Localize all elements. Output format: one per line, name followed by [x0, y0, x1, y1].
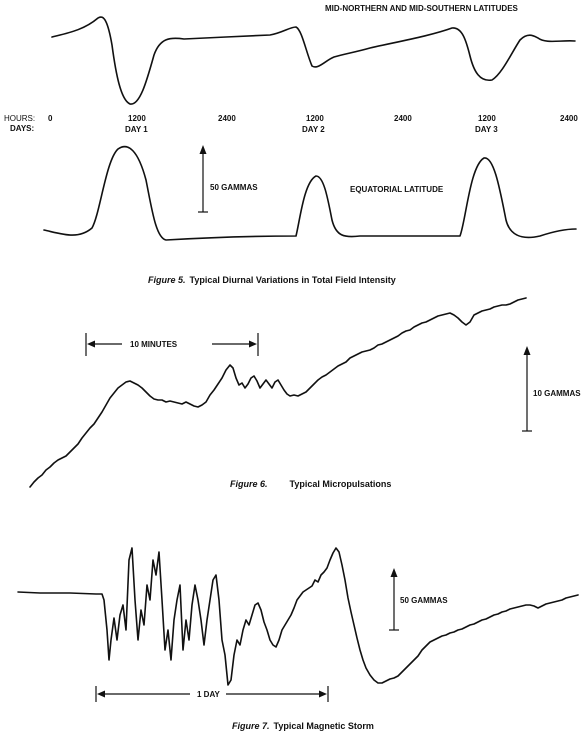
days-axis-label: DAYS: — [10, 124, 34, 133]
top-curve-label: MID-NORTHERN AND MID-SOUTHERN LATITUDES — [325, 4, 519, 13]
scale-label-fig5: 50 GAMMAS — [210, 183, 258, 192]
figure-5-title: Typical Diurnal Variations in Total Fiel… — [190, 275, 396, 285]
figure-5: MID-NORTHERN AND MID-SOUTHERN LATITUDES … — [4, 4, 578, 285]
equatorial-trace — [43, 145, 577, 241]
figure-7-number: Figure 7. — [232, 721, 270, 731]
micropulsation-trace — [29, 297, 527, 488]
hour-tick-2400-day1: 2400 — [218, 114, 236, 123]
scale-bar-10-gammas — [522, 346, 532, 432]
hour-tick-1200-day1: 1200 — [128, 114, 146, 123]
figure-6-title: Typical Micropulsations — [290, 479, 392, 489]
figure-5-caption: Figure 5. Typical Diurnal Variations in T… — [148, 275, 396, 285]
hour-tick-2400-day2: 2400 — [394, 114, 412, 123]
interval-label-fig6: 10 MINUTES — [130, 340, 178, 349]
scale-label-fig7: 50 GAMMAS — [400, 596, 448, 605]
figure-7-caption: Figure 7. Typical Magnetic Storm — [232, 721, 374, 731]
scale-bar-50-gammas-fig5 — [198, 145, 208, 213]
figure-5-number: Figure 5. — [148, 275, 186, 285]
hours-axis-label: HOURS: — [4, 114, 35, 123]
day-tick-2: DAY 2 — [302, 125, 325, 134]
hour-tick-1200-day3: 1200 — [478, 114, 496, 123]
interval-bar-1-day — [95, 686, 329, 702]
figure-6-caption: Figure 6. Typical Micropulsations — [230, 479, 391, 489]
interval-bar-10-minutes — [85, 333, 259, 356]
day-tick-3: DAY 3 — [475, 125, 498, 134]
scale-label-fig6: 10 GAMMAS — [533, 389, 581, 398]
hour-tick-2400-day3: 2400 — [560, 114, 578, 123]
hour-tick-0: 0 — [48, 114, 53, 123]
scale-bar-50-gammas-fig7 — [389, 568, 399, 631]
figure-7: 50 GAMMAS 1 DAY Figure 7. Typical Magneti… — [17, 547, 579, 731]
day-tick-1: DAY 1 — [125, 125, 148, 134]
interval-label-fig7: 1 DAY — [197, 690, 220, 699]
hour-tick-1200-day2: 1200 — [306, 114, 324, 123]
figure-7-title: Typical Magnetic Storm — [274, 721, 374, 731]
bottom-curve-label: EQUATORIAL LATITUDE — [350, 185, 444, 194]
magnetic-storm-trace — [17, 547, 579, 686]
figure-6: 10 MINUTES 10 GAMMAS Figure 6. Typical Mi… — [29, 297, 581, 489]
mid-latitude-trace — [51, 16, 576, 105]
figure-6-number: Figure 6. — [230, 479, 268, 489]
